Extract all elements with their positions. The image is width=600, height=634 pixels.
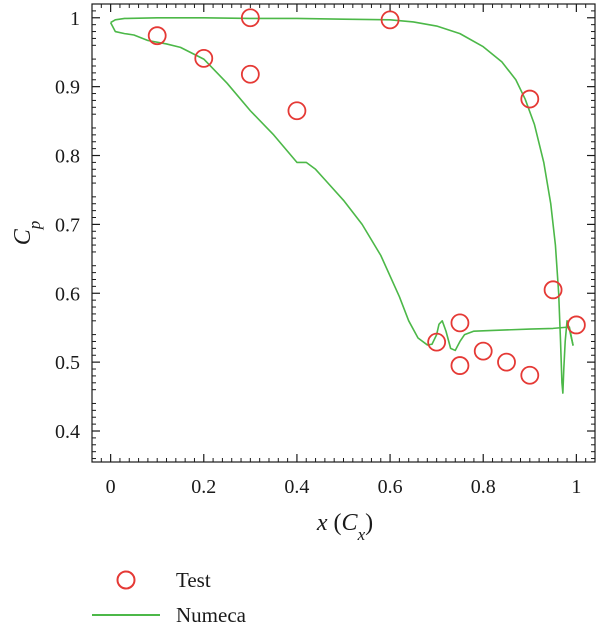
y-axis-ticks: 0.4 0.5 0.6 0.7 0.8 0.9 1: [55, 3, 595, 460]
numeca-curve-segment-1: [109, 22, 574, 352]
legend-test-label: Test: [176, 568, 211, 592]
test-point: [450, 356, 470, 375]
x-axis-label-sub-base: C: [342, 510, 359, 536]
x-tick-label: 0.2: [191, 476, 216, 498]
x-axis-label-main: x: [316, 510, 328, 536]
x-tick-label: 0.4: [284, 476, 309, 498]
test-marker-series: [147, 8, 586, 385]
y-axis-label-sub: p: [25, 221, 44, 231]
test-point: [427, 332, 447, 352]
test-point: [240, 8, 260, 28]
test-point: [566, 315, 586, 335]
legend-test-marker: [116, 570, 136, 590]
x-axis-label: x (Cx): [316, 510, 373, 544]
legend: Test Numeca: [92, 568, 247, 627]
x-axis-label-sub: x: [357, 525, 366, 544]
test-point: [497, 352, 516, 372]
x-tick-label: 0.6: [378, 476, 403, 498]
x-tick-label: 0: [106, 476, 116, 498]
test-point: [543, 280, 563, 300]
y-tick-label: 0.8: [55, 146, 80, 168]
y-tick-label: 1: [70, 8, 80, 30]
legend-numeca-label: Numeca: [176, 603, 247, 627]
numeca-line-series: [109, 16, 574, 394]
test-point: [287, 101, 307, 121]
test-point: [520, 89, 540, 109]
x-tick-label: 1: [571, 476, 581, 498]
x-axis-label-close: ): [365, 510, 373, 536]
test-point: [380, 10, 400, 30]
y-tick-label: 0.6: [55, 283, 80, 305]
plot-border: [91, 3, 596, 463]
x-axis-label-open: (: [328, 510, 342, 536]
y-tick-label: 0.5: [55, 352, 80, 374]
plot-frame: [91, 3, 596, 463]
test-point: [473, 341, 493, 361]
x-tick-label: 0.8: [471, 476, 496, 498]
test-point: [520, 365, 540, 385]
y-axis-label: Cp: [10, 221, 44, 246]
test-point: [147, 26, 167, 46]
y-tick-label: 0.4: [55, 421, 80, 443]
y-axis-label-base: C: [10, 228, 36, 245]
y-tick-label: 0.7: [55, 214, 80, 236]
test-point: [240, 64, 260, 84]
x-axis-ticks: 0 0.2 0.4 0.6 0.8 1: [100, 4, 587, 498]
test-point: [194, 49, 214, 68]
test-point: [450, 313, 470, 333]
numeca-curve-segment-0: [110, 16, 574, 394]
y-tick-label: 0.9: [55, 77, 80, 99]
